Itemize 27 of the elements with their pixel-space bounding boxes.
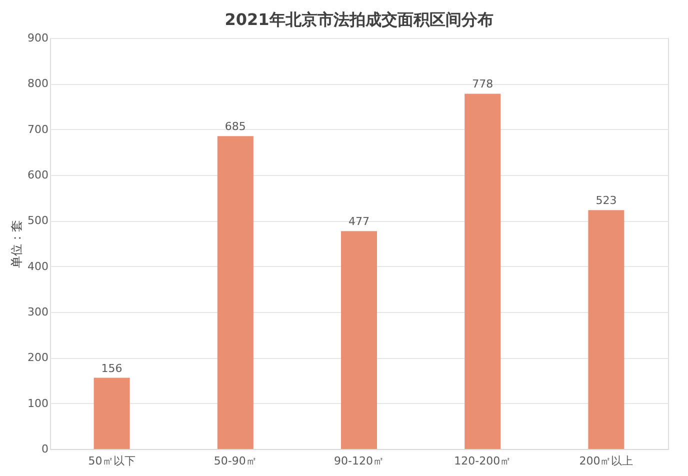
y-axis-title: 单位：套 — [10, 220, 24, 268]
bar — [588, 210, 624, 449]
x-tick-label: 50-90㎡ — [214, 454, 257, 468]
data-label: 477 — [348, 215, 370, 228]
bar — [341, 231, 377, 449]
bar — [464, 94, 501, 449]
y-tick-label: 200 — [28, 351, 48, 364]
y-tick-label: 300 — [28, 306, 48, 318]
data-label: 156 — [101, 362, 122, 375]
y-tick-label: 900 — [28, 32, 48, 44]
y-tick-label: 400 — [28, 260, 48, 273]
x-tick-label: 90-120㎡ — [334, 454, 384, 468]
y-tick-label: 800 — [28, 77, 48, 90]
x-tick-label: 50㎡以下 — [88, 454, 136, 468]
y-tick-label: 700 — [28, 122, 48, 136]
data-label: 778 — [472, 78, 494, 91]
y-tick-label: 0 — [42, 442, 48, 456]
y-tick-label: 500 — [28, 214, 48, 228]
y-tick-label: 100 — [28, 396, 48, 410]
data-label: 685 — [224, 120, 246, 134]
bar — [217, 136, 254, 449]
x-tick-label: 120-200㎡ — [454, 454, 512, 468]
data-label: 523 — [596, 194, 617, 208]
x-tick-label: 200㎡以上 — [579, 454, 634, 468]
y-tick-label: 600 — [28, 168, 48, 182]
bar — [94, 378, 130, 449]
chart-title: 2021年北京市法拍成交面积区间分布 — [224, 10, 494, 29]
